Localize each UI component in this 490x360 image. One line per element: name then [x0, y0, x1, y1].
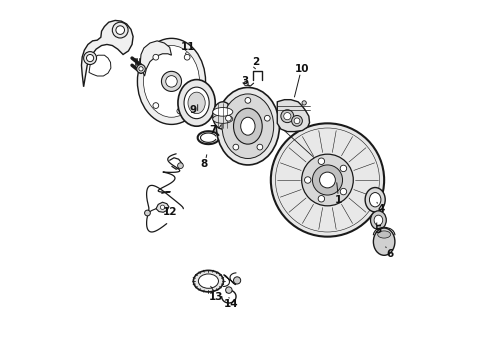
Circle shape — [234, 277, 241, 284]
Circle shape — [161, 71, 181, 91]
Text: 13: 13 — [209, 292, 223, 302]
Text: 10: 10 — [295, 64, 310, 74]
Ellipse shape — [365, 188, 385, 212]
Circle shape — [284, 113, 291, 120]
Ellipse shape — [234, 108, 262, 144]
Polygon shape — [81, 21, 133, 87]
Circle shape — [225, 115, 231, 121]
Circle shape — [340, 165, 346, 172]
Circle shape — [177, 163, 183, 168]
Circle shape — [177, 108, 183, 114]
Text: 6: 6 — [387, 248, 394, 258]
Circle shape — [160, 205, 165, 210]
Circle shape — [153, 103, 159, 108]
Circle shape — [265, 115, 270, 121]
Text: 8: 8 — [200, 159, 207, 169]
Ellipse shape — [188, 92, 205, 114]
Circle shape — [281, 110, 294, 123]
Text: 7: 7 — [209, 125, 217, 135]
Circle shape — [271, 123, 384, 237]
Circle shape — [153, 54, 159, 60]
Ellipse shape — [137, 39, 205, 125]
Text: 5: 5 — [374, 225, 381, 235]
Circle shape — [318, 158, 324, 165]
Polygon shape — [140, 41, 172, 76]
Ellipse shape — [216, 87, 279, 165]
Circle shape — [302, 101, 306, 105]
Circle shape — [318, 195, 324, 202]
Ellipse shape — [373, 228, 395, 255]
Circle shape — [139, 67, 143, 71]
Circle shape — [87, 54, 94, 62]
Circle shape — [137, 64, 146, 73]
Ellipse shape — [213, 108, 233, 116]
Ellipse shape — [378, 231, 391, 238]
Ellipse shape — [241, 117, 255, 135]
Circle shape — [116, 26, 124, 35]
Polygon shape — [89, 55, 111, 76]
Circle shape — [244, 81, 248, 86]
Ellipse shape — [213, 115, 233, 123]
Circle shape — [302, 154, 353, 206]
Polygon shape — [277, 100, 310, 132]
Text: 14: 14 — [223, 299, 238, 309]
Circle shape — [233, 144, 239, 150]
Ellipse shape — [178, 80, 215, 126]
Circle shape — [292, 116, 302, 126]
Ellipse shape — [144, 45, 199, 117]
Text: 11: 11 — [180, 42, 195, 52]
Text: 2: 2 — [252, 57, 259, 67]
Circle shape — [184, 54, 190, 60]
Circle shape — [145, 210, 150, 216]
Ellipse shape — [213, 102, 233, 129]
Ellipse shape — [222, 94, 274, 158]
Circle shape — [340, 188, 346, 195]
Circle shape — [245, 98, 251, 103]
Ellipse shape — [194, 270, 223, 292]
Circle shape — [166, 76, 177, 87]
Ellipse shape — [184, 87, 209, 119]
Ellipse shape — [370, 211, 386, 229]
Text: 1: 1 — [335, 195, 342, 205]
Text: 3: 3 — [242, 76, 248, 86]
Ellipse shape — [369, 193, 381, 207]
Circle shape — [225, 287, 232, 293]
Ellipse shape — [198, 274, 219, 288]
Circle shape — [304, 177, 311, 183]
Circle shape — [84, 51, 97, 64]
Ellipse shape — [374, 215, 383, 225]
Polygon shape — [156, 202, 169, 212]
Text: 9: 9 — [190, 105, 196, 115]
Circle shape — [112, 22, 128, 38]
Circle shape — [319, 172, 335, 188]
Text: 12: 12 — [163, 207, 177, 217]
Circle shape — [257, 144, 263, 150]
Circle shape — [294, 118, 300, 124]
Text: 4: 4 — [378, 204, 385, 214]
Circle shape — [313, 165, 343, 195]
